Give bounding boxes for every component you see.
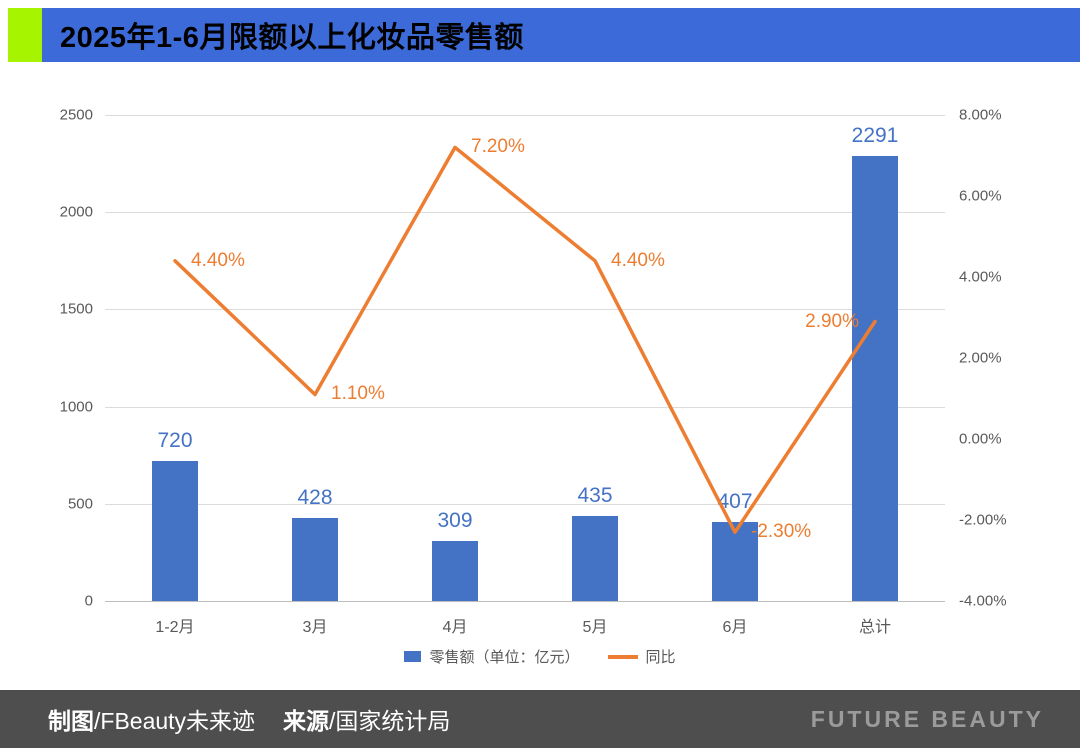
- bar-value-label: 407: [717, 489, 753, 513]
- right-axis-tick: 8.00%: [959, 106, 1002, 124]
- bar: [152, 461, 198, 601]
- legend: 零售额（单位：亿元） 同比: [0, 646, 1080, 667]
- category-label: 1-2月: [155, 619, 195, 636]
- line-value-label: 4.40%: [611, 249, 665, 271]
- left-axis-tick: 1500: [59, 300, 93, 318]
- gridline: [105, 309, 945, 311]
- source-value: /国家统计局: [329, 708, 451, 734]
- bar-value-label: 435: [577, 484, 613, 508]
- credit-label: 制图: [48, 708, 94, 734]
- credit-value: /FBeauty未来迹: [94, 708, 256, 734]
- right-axis-tick: -2.00%: [959, 511, 1007, 529]
- gridline: [105, 503, 945, 505]
- bar: [292, 517, 338, 601]
- right-axis-tick: 2.00%: [959, 349, 1002, 367]
- gridline: [105, 601, 945, 602]
- category-label: 总计: [858, 619, 892, 636]
- bar-value-label: 309: [437, 508, 473, 532]
- line-value-label: 2.90%: [805, 310, 859, 332]
- header-bar: 2025年1-6月限额以上化妆品零售额: [42, 8, 1080, 62]
- category-label: 6月: [722, 619, 748, 636]
- header: 2025年1-6月限额以上化妆品零售额: [8, 8, 1080, 62]
- bar: [432, 540, 478, 601]
- brand-logo: FUTURE BEAUTY: [810, 705, 1044, 732]
- legend-item-bar: 零售额（单位：亿元）: [404, 646, 580, 667]
- right-axis-tick: 0.00%: [959, 430, 1002, 448]
- bar-value-label: 720: [157, 429, 193, 453]
- line-legend-label: 同比: [645, 649, 676, 666]
- line-legend-swatch: [607, 654, 638, 659]
- footer: 制图/FBeauty未来迹 来源/国家统计局 FUTURE BEAUTY: [0, 690, 1080, 748]
- bar-value-label: 2291: [851, 123, 899, 147]
- plot-area: 2500 2000 1500 1000 500 0 8.00% 6.00% 4.00% 2.00%…: [60, 107, 1007, 637]
- gridline: [105, 406, 945, 408]
- left-axis-tick: 500: [67, 495, 93, 513]
- bar: [852, 155, 898, 601]
- page-title: 2025年1-6月限额以上化妆品零售额: [60, 22, 524, 54]
- bar-legend-swatch: [404, 651, 422, 662]
- source-label: 来源: [283, 708, 330, 734]
- bar: [712, 521, 758, 601]
- gridline: [105, 212, 945, 214]
- line-value-label: 4.40%: [191, 249, 245, 271]
- line-value-label: -2.30%: [751, 521, 812, 543]
- category-label: 5月: [582, 619, 608, 636]
- bar: [572, 516, 618, 601]
- right-axis-tick: -4.00%: [959, 592, 1007, 610]
- left-axis-tick: 2000: [59, 203, 93, 221]
- gridline: [105, 115, 945, 116]
- bar-legend-label: 零售额（单位：亿元）: [429, 649, 580, 666]
- line-value-label: 1.10%: [331, 383, 385, 405]
- credits: 制图/FBeauty未来迹 来源/国家统计局: [48, 702, 450, 736]
- left-axis-tick: 0: [84, 592, 93, 610]
- bar-value-label: 428: [297, 485, 333, 509]
- left-axis-tick: 1000: [59, 398, 93, 416]
- right-axis-tick: 6.00%: [959, 187, 1002, 205]
- legend-item-line: 同比: [607, 646, 676, 667]
- category-label: 3月: [302, 619, 328, 636]
- accent-square: [8, 8, 42, 62]
- right-axis-tick: 4.00%: [959, 268, 1002, 286]
- left-axis-tick: 2500: [59, 106, 93, 124]
- category-label: 4月: [442, 619, 468, 636]
- line-value-label: 7.20%: [471, 136, 525, 158]
- trend-line: [173, 145, 877, 534]
